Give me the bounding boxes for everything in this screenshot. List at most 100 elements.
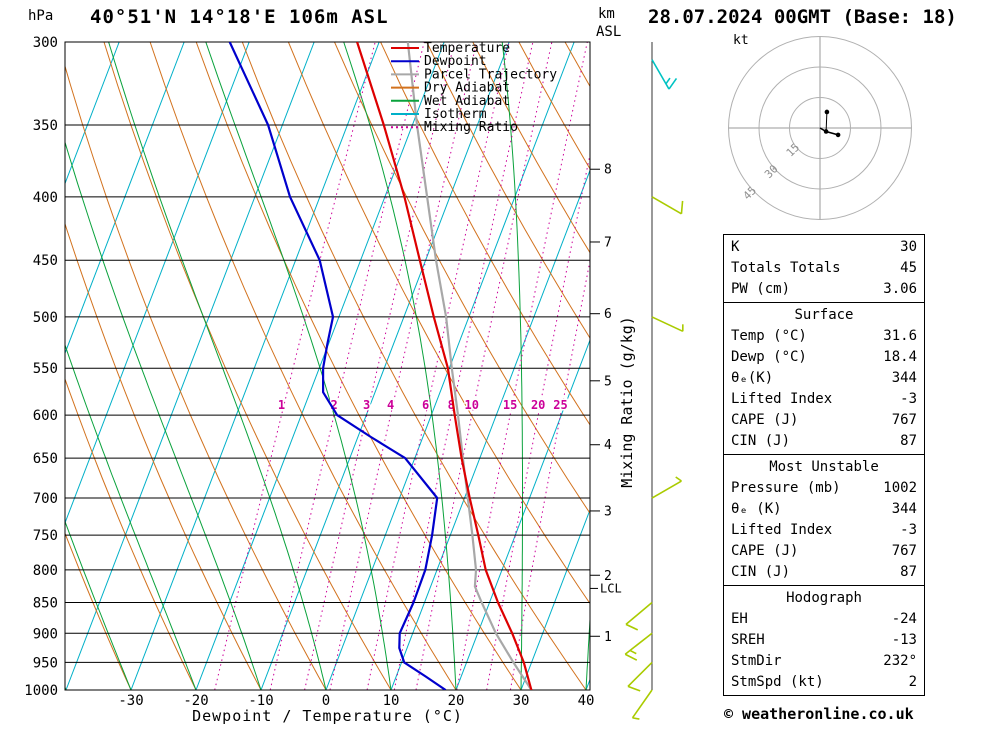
- svg-text:10: 10: [465, 398, 479, 412]
- row-value: 87: [900, 564, 917, 580]
- hodograph-unit-label: kt: [733, 33, 749, 48]
- isobar-grid: [65, 41, 590, 691]
- svg-text:15: 15: [503, 398, 517, 412]
- x-axis-label: Dewpoint / Temperature (°C): [192, 707, 463, 725]
- wet-adiabat-grid: [65, 42, 590, 690]
- indices-table-section: Most Unstable Pressure (mb) 1002 θₑ (K) 344 L…: [723, 454, 925, 586]
- svg-text:300: 300: [33, 35, 58, 51]
- svg-text:-20: -20: [183, 693, 208, 709]
- table-row: CAPE (J) 767: [724, 541, 924, 562]
- row-value: 767: [891, 412, 917, 428]
- station-title: 40°51'N 14°18'E 106m ASL: [90, 6, 389, 28]
- svg-text:5: 5: [604, 374, 612, 389]
- dewpoint-curve: [228, 42, 447, 690]
- hodograph-ring-label: 30: [762, 162, 781, 181]
- table-row: Dewp (°C) 18.4: [724, 347, 924, 368]
- table-row: StmSpd (kt) 2: [724, 672, 924, 693]
- mixing-ratio-labels: 1 2 3 4 6 8 10 15 20 25: [276, 397, 569, 414]
- indices-panel: K 30 Totals Totals 45 PW (cm) 3.06 Surface Temp…: [723, 234, 925, 696]
- pressure-unit-label: hPa: [28, 8, 54, 24]
- temperature-axis-labels: -30 -20 -10 0 10 20 30 40: [118, 693, 594, 709]
- svg-text:-10: -10: [248, 693, 273, 709]
- isotherm-grid: [65, 42, 590, 690]
- svg-text:25: 25: [553, 398, 567, 412]
- row-value: 2: [908, 674, 917, 690]
- km-asl-axis: 1 2 3 4 5 6 7 8: [590, 163, 612, 645]
- table-row: Lifted Index -3: [724, 520, 924, 541]
- svg-text:1: 1: [278, 398, 285, 412]
- row-value: 344: [891, 501, 917, 517]
- row-label: θₑ(K): [731, 370, 774, 386]
- legend-label: Isotherm: [424, 107, 487, 122]
- table-section-header: Hodograph: [786, 590, 862, 606]
- mixing-ratio-axis-label: Mixing Ratio (g/kg): [618, 316, 636, 488]
- row-value: 31.6: [883, 328, 917, 344]
- table-row: EH -24: [724, 609, 924, 630]
- table-row: θₑ (K) 344: [724, 499, 924, 520]
- table-row: PW (cm) 3.06: [724, 279, 924, 300]
- row-label: Lifted Index: [731, 522, 833, 538]
- svg-text:LCL: LCL: [600, 581, 622, 595]
- svg-text:10: 10: [383, 693, 400, 709]
- row-value: -13: [891, 632, 917, 648]
- table-section-header: Most Unstable: [769, 459, 879, 475]
- table-row: CIN (J) 87: [724, 431, 924, 452]
- row-value: 767: [891, 543, 917, 559]
- svg-text:500: 500: [33, 310, 58, 326]
- table-row: Lifted Index -3: [724, 389, 924, 410]
- parcel-trajectory-curve: [406, 42, 533, 690]
- svg-text:20: 20: [531, 398, 545, 412]
- row-value: 87: [900, 433, 917, 449]
- pressure-axis-labels: 300 350 400 450 500 550 600 650 700 750 800 850 900 9…: [24, 35, 58, 699]
- svg-text:8: 8: [604, 163, 612, 178]
- table-row: CIN (J) 87: [724, 562, 924, 583]
- row-value: 45: [900, 260, 917, 276]
- svg-text:0: 0: [322, 693, 330, 709]
- row-value: 18.4: [883, 349, 917, 365]
- hodograph-ring-label: 15: [784, 141, 803, 160]
- row-label: θₑ (K): [731, 501, 782, 517]
- row-value: -3: [900, 522, 917, 538]
- asl-axis-unit: ASL: [596, 24, 622, 40]
- svg-text:700: 700: [33, 491, 58, 507]
- svg-text:1: 1: [604, 630, 612, 645]
- row-label: Lifted Index: [731, 391, 833, 407]
- svg-text:450: 450: [33, 253, 58, 269]
- table-row: CAPE (J) 767: [724, 410, 924, 431]
- hodograph-ring-label: 45: [741, 184, 760, 203]
- row-label: StmDir: [731, 653, 782, 669]
- row-value: -3: [900, 391, 917, 407]
- hodograph-point: [823, 129, 829, 134]
- legend-label: Parcel Trajectory: [424, 67, 557, 82]
- svg-text:4: 4: [604, 438, 612, 453]
- table-row: StmDir 232°: [724, 651, 924, 672]
- svg-text:650: 650: [33, 451, 58, 467]
- svg-text:3: 3: [363, 398, 370, 412]
- table-row: Temp (°C) 31.6: [724, 326, 924, 347]
- mixing-ratio-grid: [214, 42, 590, 690]
- wind-barb-column: [624, 42, 684, 720]
- legend-label: Mixing Ratio: [424, 120, 518, 135]
- svg-text:400: 400: [33, 190, 58, 206]
- row-value: 232°: [883, 653, 917, 669]
- hodograph-trace: [819, 127, 839, 136]
- row-label: Temp (°C): [731, 328, 807, 344]
- row-label: Totals Totals: [731, 260, 841, 276]
- svg-text:850: 850: [33, 596, 58, 612]
- table-section-header: Surface: [794, 307, 854, 323]
- row-value: 3.06: [883, 281, 917, 297]
- row-label: Dewp (°C): [731, 349, 807, 365]
- lcl-marker: LCL: [590, 581, 622, 595]
- legend-label: Dewpoint: [424, 54, 487, 69]
- svg-text:2: 2: [604, 569, 612, 584]
- svg-text:550: 550: [33, 361, 58, 377]
- row-value: 344: [891, 370, 917, 386]
- row-value: 30: [900, 239, 917, 255]
- svg-text:4: 4: [387, 398, 394, 412]
- hodograph-point: [824, 109, 830, 115]
- svg-text:20: 20: [448, 693, 465, 709]
